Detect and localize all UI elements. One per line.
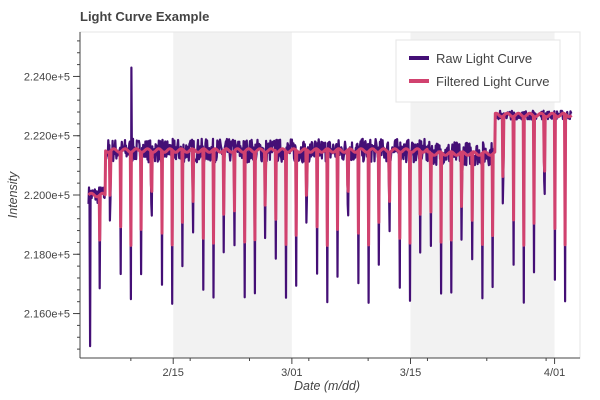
y-tick-label: 2.160e+5	[24, 309, 70, 321]
y-tick-label: 2.180e+5	[24, 249, 70, 261]
x-tick-label: 4/01	[544, 367, 565, 379]
legend-box	[395, 39, 561, 103]
legend: Raw Light Curve Filtered Light Curve	[395, 39, 561, 103]
y-tick-label: 2.200e+5	[24, 190, 70, 202]
shaded-band	[173, 32, 292, 358]
x-axis: 2/15 3/01 3/15 4/01	[80, 357, 580, 379]
legend-label-filtered: Filtered Light Curve	[436, 74, 549, 89]
chart-title: Light Curve Example	[80, 9, 209, 24]
x-tick-label: 2/15	[163, 367, 184, 379]
y-axis: 2.160e+5 2.180e+5 2.200e+5 2.220e+5 2.240e+5	[24, 32, 81, 358]
filtered-light-curve-series	[87, 111, 573, 247]
x-tick-label: 3/01	[281, 367, 302, 379]
legend-label-raw: Raw Light Curve	[436, 51, 532, 66]
y-axis-label: Intensity	[6, 171, 20, 218]
y-tick-label: 2.220e+5	[24, 131, 70, 143]
filtered-light-curve-line	[87, 111, 573, 247]
x-axis-label: Date (m/dd)	[294, 379, 360, 393]
y-tick-label: 2.240e+5	[24, 71, 70, 83]
x-tick-label: 3/15	[400, 367, 421, 379]
